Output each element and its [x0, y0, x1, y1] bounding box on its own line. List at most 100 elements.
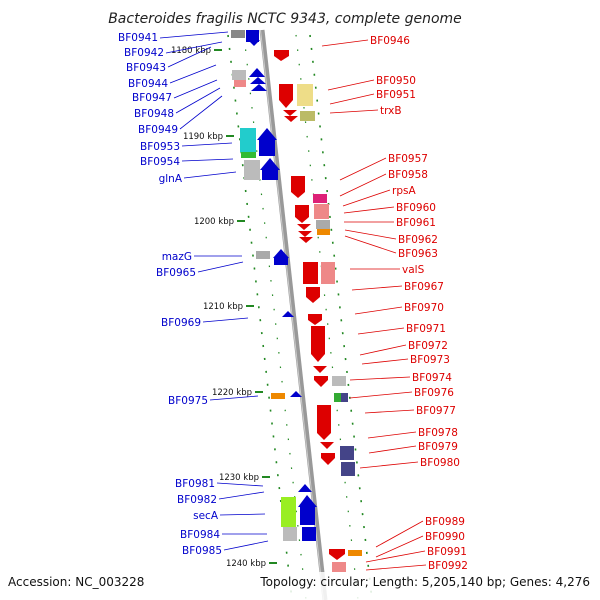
gene-block [341, 462, 355, 476]
gene-label: BF0978 [418, 427, 458, 439]
connector [197, 261, 244, 273]
gene-label: BF0958 [388, 169, 428, 181]
gene-arrow [320, 442, 334, 449]
gene-block [316, 220, 330, 229]
gene-block [262, 168, 278, 180]
gene-block [283, 527, 297, 541]
gene-block [297, 84, 313, 106]
gene-arrow [321, 453, 335, 465]
gene-arrow [273, 249, 289, 258]
gene-label: BF0962 [398, 234, 438, 246]
gene-label: valS [402, 264, 425, 276]
gene-block [295, 205, 309, 217]
gene-label: BF0949 [138, 124, 178, 136]
gene-block [321, 262, 335, 284]
gene-label: BF0963 [398, 248, 438, 260]
gene-label: rpsA [392, 185, 416, 197]
scale-label: 1210 kbp [203, 302, 243, 312]
gene-arrow [297, 224, 311, 230]
gene-arrow [283, 110, 297, 116]
gene-label: BF0953 [140, 141, 180, 153]
gene-arrow [298, 484, 312, 492]
connector [368, 445, 417, 454]
connector [339, 173, 387, 197]
connector [365, 564, 427, 571]
reverse-features [274, 50, 362, 572]
scale-label: 1230 kbp [219, 473, 259, 483]
connector [327, 79, 375, 91]
connector [349, 391, 413, 399]
connector [169, 64, 217, 84]
connector [344, 235, 397, 254]
gene-label: glnA [159, 173, 183, 185]
gene-label: BF0981 [175, 478, 215, 490]
gene-arrow [306, 297, 320, 303]
gene-arrow [282, 311, 294, 317]
gene-label: BF0967 [404, 281, 444, 293]
gene-arrow [284, 116, 298, 122]
gene-label: BF0975 [168, 395, 208, 407]
gene-label: BF0991 [427, 546, 467, 558]
gene-block [300, 505, 315, 525]
connector [354, 306, 403, 315]
connector [183, 171, 237, 179]
gene-label: BF0992 [428, 560, 468, 572]
gene-label: trxB [380, 105, 402, 117]
connector [179, 95, 223, 130]
gene-block [317, 229, 330, 235]
gene-label: BF0972 [408, 340, 448, 352]
gene-label: BF0961 [396, 217, 436, 229]
gene-label: BF0989 [425, 516, 465, 528]
connector [344, 229, 397, 240]
gene-block [231, 30, 245, 38]
gene-arrow [295, 217, 309, 223]
gene-arrow [290, 391, 302, 397]
gene-label: secA [193, 510, 219, 522]
gene-block [259, 138, 275, 156]
connector [351, 285, 403, 291]
gene-label: BF0974 [412, 372, 452, 384]
gene-arrow [279, 100, 293, 108]
gene-label: BF0948 [134, 108, 174, 120]
gene-arrow [274, 50, 289, 61]
gene-block [332, 562, 346, 572]
connector [329, 109, 379, 114]
gene-block [314, 204, 329, 219]
left-connectors [159, 31, 269, 551]
gene-arrow [250, 77, 266, 84]
gene-arrow [329, 549, 345, 560]
gene-label: BF0973 [410, 354, 450, 366]
gene-label: BF0943 [126, 62, 166, 74]
gene-label: BF0950 [376, 75, 416, 87]
connector [343, 206, 395, 214]
scale-labels: 1180 kbp 1190 kbp 1200 kbp 1210 kbp 1220… [171, 46, 266, 569]
connector [202, 317, 249, 323]
gene-block [256, 251, 270, 259]
gene-block [232, 70, 246, 80]
connector [342, 189, 391, 207]
gene-arrow [298, 495, 317, 507]
gene-block [334, 393, 341, 402]
connector [175, 87, 221, 114]
genome-summary-text: Topology: circular; Length: 5,205,140 bp… [259, 575, 590, 589]
gene-block [234, 80, 246, 87]
gene-arrow [260, 158, 280, 170]
forward-features [231, 30, 317, 541]
connector [349, 376, 411, 381]
connector [364, 409, 415, 414]
gene-arrow [313, 366, 327, 373]
connector [359, 461, 419, 469]
gene-label: BF0947 [132, 92, 172, 104]
connector [209, 395, 259, 401]
connector [357, 327, 405, 335]
gene-label: BF0965 [156, 267, 196, 279]
connector [165, 41, 223, 54]
connector [181, 158, 234, 162]
left-guide-inner [243, 34, 307, 600]
right-gene-labels: BF0946 BF0950 BF0951 trxB BF0957 BF0958 … [370, 35, 468, 572]
gene-label: BF0954 [140, 156, 180, 168]
gene-label: BF0976 [414, 387, 454, 399]
connector [375, 520, 424, 548]
connector [173, 79, 218, 99]
